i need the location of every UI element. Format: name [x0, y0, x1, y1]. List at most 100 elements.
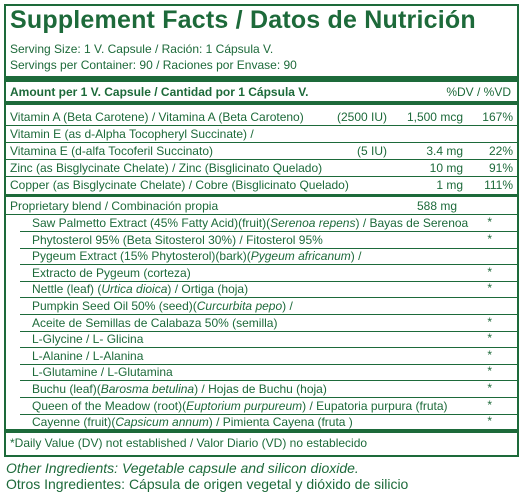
- dv-not-established-mark: *: [487, 414, 492, 429]
- nutrient-iu: (2500 IU): [336, 110, 387, 124]
- blend-item-label: L-Glutamine / L-Glutamina: [32, 365, 173, 379]
- dv-header-label: %DV / %VD: [446, 85, 511, 99]
- medium-divider: [6, 101, 517, 105]
- other-ingredients-en: Other Ingredients: Vegetable capsule and…: [6, 460, 359, 476]
- blend-item-label: Aceite de Semillas de Calabaza 50% (semi…: [32, 316, 277, 330]
- dv-not-established-mark: *: [487, 281, 492, 296]
- bottom-divider: [6, 429, 517, 433]
- nutrient-iu: (5 IU): [357, 144, 387, 158]
- panel-title: Supplement Facts / Datos de Nutrición: [10, 6, 476, 34]
- blend-item-label: L-Alanine / L-Alanina: [32, 349, 143, 363]
- blend-item-text: Saw Palmetto Extract (45% Fatty Acid)(fr…: [32, 216, 271, 230]
- vitamin-row: Zinc (as Bisglycinate Chelate) / Zinc (B…: [6, 160, 517, 177]
- nutrient-amount: 1,500 mcg: [406, 110, 463, 124]
- blend-item-text: L-Glutamine / L-Glutamina: [32, 365, 173, 380]
- nutrient-amount: 3.4 mg: [426, 144, 463, 158]
- blend-item-text-suffix: ) / Eupatoria purpura (fruta): [302, 398, 448, 413]
- blend-item-text: Pygeum Extract (15% Phytosterol)(bark)(: [32, 249, 251, 264]
- nutrient-dv: 167%: [482, 110, 513, 124]
- blend-item-text: Nettle (leaf) (: [32, 282, 102, 297]
- blend-item-row: Pumpkin Seed Oil 50% (seed)(Curcurbita p…: [20, 298, 517, 315]
- blend-item-row: Phytosterol 95% (Beta Sitosterol 30%) / …: [20, 232, 517, 249]
- blend-label: Proprietary blend / Combinación propia: [10, 199, 219, 213]
- blend-item-latin-name: Capsicum annum: [115, 415, 209, 430]
- blend-item-row: Aceite de Semillas de Calabaza 50% (semi…: [20, 315, 517, 332]
- blend-item-text-suffix: ) / Bayas de Serenoa: [355, 216, 469, 230]
- dv-not-established-mark: *: [487, 215, 492, 229]
- blend-item-text: L-Glycine / L- Glicina: [32, 332, 144, 347]
- blend-item-text-suffix: ) /: [350, 249, 362, 264]
- blend-item-row: Saw Palmetto Extract (45% Fatty Acid)(fr…: [20, 215, 517, 232]
- servings-per-container: Servings per Container: 90 / Raciones po…: [10, 58, 297, 72]
- blend-item-latin-name: Pygeum africanum: [250, 249, 351, 264]
- blend-item-row: L-Glycine / L- Glicina *: [20, 331, 517, 349]
- blend-item-row: Queen of the Meadow (root)(Euptorium pur…: [20, 398, 517, 415]
- amount-header: Amount per 1 V. Capsule / Cantidad por 1…: [10, 85, 511, 99]
- dv-not-established-mark: *: [487, 314, 492, 329]
- dv-not-established-mark: *: [487, 364, 492, 379]
- thick-divider: [6, 76, 517, 82]
- blend-item-latin-name: Barosma betulina: [100, 382, 195, 396]
- blend-divider: [6, 194, 517, 197]
- dv-not-established-mark: *: [487, 397, 492, 412]
- blend-item-text: Cayenne (fruit)(: [32, 415, 116, 430]
- blend-item-text-suffix: ) / Pimienta Cayena (fruta ): [208, 415, 353, 430]
- dv-not-established-mark: *: [487, 347, 492, 362]
- blend-row: Proprietary blend / Combinación propia 5…: [6, 198, 517, 215]
- blend-item-label: Nettle (leaf) (Urtica dioica) / Ortiga (…: [32, 282, 248, 296]
- blend-item-text: Queen of the Meadow (root)(: [32, 398, 187, 413]
- blend-item-row: Cayenne (fruit)(Capsicum annum) / Pimien…: [20, 414, 517, 430]
- blend-item-text: Buchu (leaf)(: [32, 382, 101, 396]
- blend-item-label: Saw Palmetto Extract (45% Fatty Acid)(fr…: [32, 216, 468, 230]
- blend-item-label: Phytosterol 95% (Beta Sitosterol 30%) / …: [32, 233, 323, 247]
- blend-item-latin-name: Urtica dioica: [101, 282, 168, 297]
- nutrient-label: Vitamina E (d-alfa Tocoferil Succinato): [10, 144, 213, 158]
- vitamin-row: Vitamin A (Beta Carotene) / Vitamina A (…: [6, 109, 517, 126]
- blend-item-label: Pygeum Extract (15% Phytosterol)(bark)(P…: [32, 249, 361, 263]
- blend-item-text-suffix: ) /: [282, 299, 293, 313]
- blend-item-text: Aceite de Semillas de Calabaza 50% (semi…: [32, 315, 278, 330]
- dv-not-established-mark: *: [487, 264, 492, 279]
- blend-item-text-suffix: ) / Ortiga (hoja): [167, 282, 249, 297]
- blend-item-label: Queen of the Meadow (root)(Euptorium pur…: [32, 399, 448, 413]
- vitamin-row: Copper (as Bisglycinate Chelate) / Cobre…: [6, 177, 517, 193]
- blend-item-latin-name: Serenoa repens: [270, 216, 356, 230]
- nutrient-label: Zinc (as Bisglycinate Chelate) / Zinc (B…: [10, 161, 323, 175]
- blend-item-latin-name: Curcurbita pepo: [196, 299, 283, 313]
- dv-not-established-mark: *: [487, 231, 492, 246]
- nutrient-amount: 10 mg: [429, 161, 463, 175]
- blend-item-row: L-Alanine / L-Alanina *: [20, 348, 517, 365]
- nutrient-label: Vitamin A (Beta Carotene) / Vitamina A (…: [10, 110, 304, 124]
- dv-not-established-mark: *: [487, 381, 492, 395]
- nutrient-dv: 111%: [484, 178, 513, 192]
- blend-item-text-suffix: ) / Hojas de Buchu (hoja): [194, 382, 327, 396]
- vitamin-row: Vitamina E (d-alfa Tocoferil Succinato) (…: [6, 143, 517, 160]
- blend-item-text: L-Alanine / L-Alanina: [32, 348, 144, 363]
- dv-not-established-mark: *: [487, 331, 492, 346]
- nutrient-amount: 1 mg: [436, 178, 463, 192]
- blend-item-row: Nettle (leaf) (Urtica dioica) / Ortiga (…: [20, 281, 517, 299]
- nutrient-label: Vitamin E (as d-Alpha Tocopheryl Succina…: [10, 127, 254, 141]
- blend-item-text: Pumpkin Seed Oil 50% (seed)(: [32, 299, 197, 313]
- blend-item-row: Extracto de Pygeum (corteza) *: [20, 265, 517, 282]
- blend-item-label: Extracto de Pygeum (corteza): [32, 266, 191, 280]
- blend-item-row: Buchu (leaf)(Barosma betulina) / Hojas d…: [20, 381, 517, 398]
- nutrient-dv: 22%: [488, 144, 513, 158]
- blend-amount: 588 mg: [416, 199, 457, 213]
- blend-item-label: Buchu (leaf)(Barosma betulina) / Hojas d…: [32, 382, 327, 396]
- nutrient-label: Copper (as Bisglycinate Chelate) / Cobre…: [10, 178, 349, 192]
- blend-item-label: Pumpkin Seed Oil 50% (seed)(Curcurbita p…: [32, 299, 293, 313]
- serving-size: Serving Size: 1 V. Capsule / Ración: 1 C…: [10, 42, 274, 56]
- vitamin-row: Vitamin E (as d-Alpha Tocopheryl Succina…: [6, 126, 517, 143]
- supplement-facts-panel: Supplement Facts / Datos de Nutrición Se…: [4, 4, 519, 457]
- blend-item-label: L-Glycine / L- Glicina: [32, 332, 143, 346]
- blend-item-latin-name: Euptorium purpureum: [186, 398, 303, 413]
- blend-item-label: Cayenne (fruit)(Capsicum annum) / Pimien…: [32, 415, 353, 429]
- footnote: *Daily Value (DV) not established / Valo…: [10, 436, 368, 450]
- other-ingredients-es: Otros Ingredientes: Cápsula de origen ve…: [6, 476, 409, 492]
- amount-header-label: Amount per 1 V. Capsule / Cantidad por 1…: [10, 85, 309, 99]
- blend-item-row: L-Glutamine / L-Glutamina *: [20, 364, 517, 382]
- blend-item-text: Phytosterol 95% (Beta Sitosterol 30%) / …: [32, 232, 323, 247]
- blend-item-row: Pygeum Extract (15% Phytosterol)(bark)(P…: [20, 248, 517, 266]
- nutrient-dv: 91%: [488, 161, 513, 175]
